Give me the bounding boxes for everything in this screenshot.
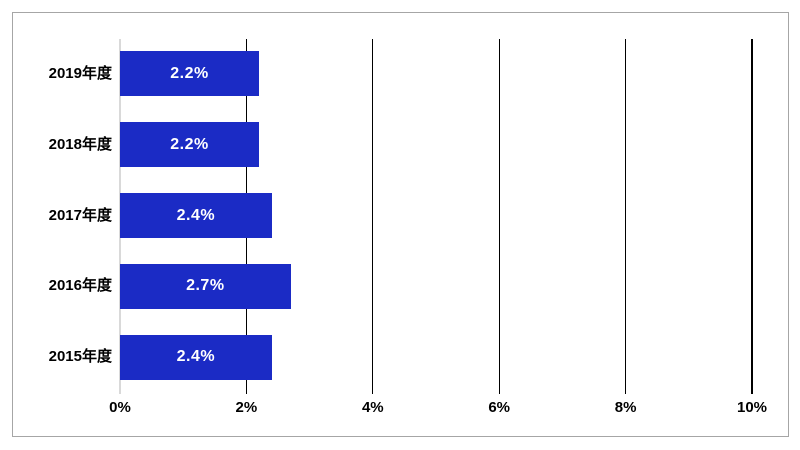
gridline-10% (751, 39, 753, 394)
x-tick-label-4%: 4% (361, 399, 384, 416)
bar-2018年度: 2.2% (120, 122, 260, 168)
gridline-8% (624, 39, 627, 394)
bar-2019年度: 2.2% (120, 51, 260, 97)
chart-frame (12, 12, 789, 437)
category-label-2019年度: 2019年度 (48, 64, 112, 82)
gridline-6% (498, 39, 500, 394)
zero-axis-line (118, 39, 121, 394)
bar-2015年度: 2.4% (120, 334, 272, 380)
gridline-4% (372, 39, 374, 394)
bar-value-label: 2.2% (170, 64, 209, 82)
category-label-2015年度: 2015年度 (48, 348, 112, 366)
bar-value-label: 2.4% (176, 348, 216, 366)
x-tick-label-0%: 0% (109, 399, 131, 416)
x-tick-label-10%: 10% (736, 399, 768, 416)
x-tick-label-6%: 6% (488, 399, 511, 416)
bar-value-label: 2.2% (170, 135, 209, 153)
bar-value-label: 2.4% (176, 206, 216, 224)
bar-2016年度: 2.7% (120, 263, 291, 309)
bar-2017年度: 2.4% (120, 193, 272, 238)
category-label-2016年度: 2016年度 (48, 277, 112, 295)
x-tick-label-2%: 2% (235, 399, 258, 416)
bar-value-label: 2.7% (186, 277, 225, 295)
x-tick-label-8%: 8% (614, 399, 637, 416)
category-label-2017年度: 2017年度 (48, 206, 112, 224)
category-label-2018年度: 2018年度 (48, 135, 112, 153)
